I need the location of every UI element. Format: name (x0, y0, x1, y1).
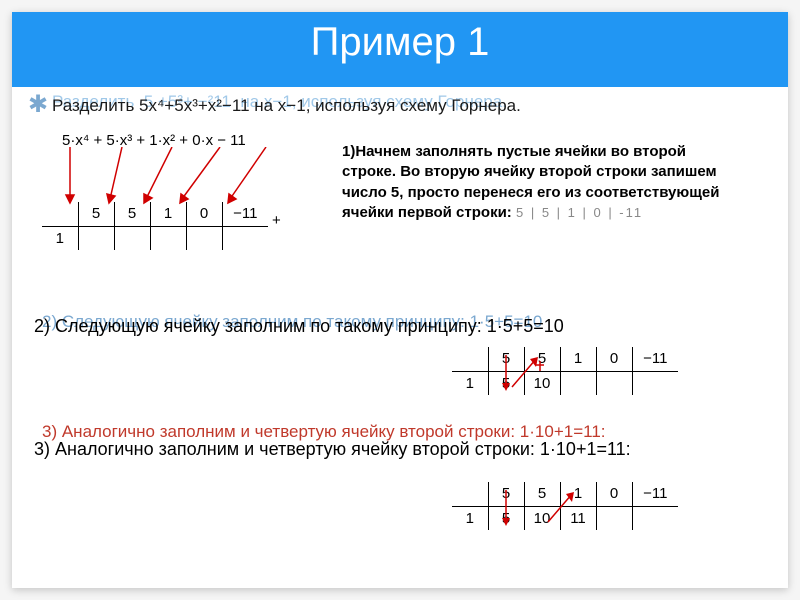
prompt-main: Разделить 5x⁴+5x³+x²−11 на x−1, использу… (52, 96, 521, 116)
table2-arrows-icon (488, 349, 568, 395)
arrows-down-icon (52, 147, 312, 207)
step1-text: 1)Начнем заполнять пустые ячейки во втор… (342, 142, 732, 223)
step1-overlay: 5 | 5 | 1 | 0 | -11 (516, 205, 643, 220)
horner-table-3: 5 5 1 0 −11 1 5 10 11 (452, 482, 678, 530)
horner-table-1: 5 5 1 0 −11 1 + (42, 202, 268, 250)
plus-mark: + (272, 212, 281, 229)
step2-text: 2) Следующую ячейку заполним по такому п… (34, 315, 564, 338)
horner-table-2: 5 5 1 0 −11 1 5 10 (452, 347, 678, 395)
slide-title: Пример 1 (12, 12, 788, 65)
table3-arrows-icon (488, 484, 608, 530)
bullet-icon: ✱ (28, 90, 48, 119)
slide: Пример 1 ✱ Разделить 5 +5³+ −²11 на x−1,… (12, 12, 788, 588)
step3-text: 3) Аналогично заполним и четвертую ячейк… (34, 438, 631, 461)
